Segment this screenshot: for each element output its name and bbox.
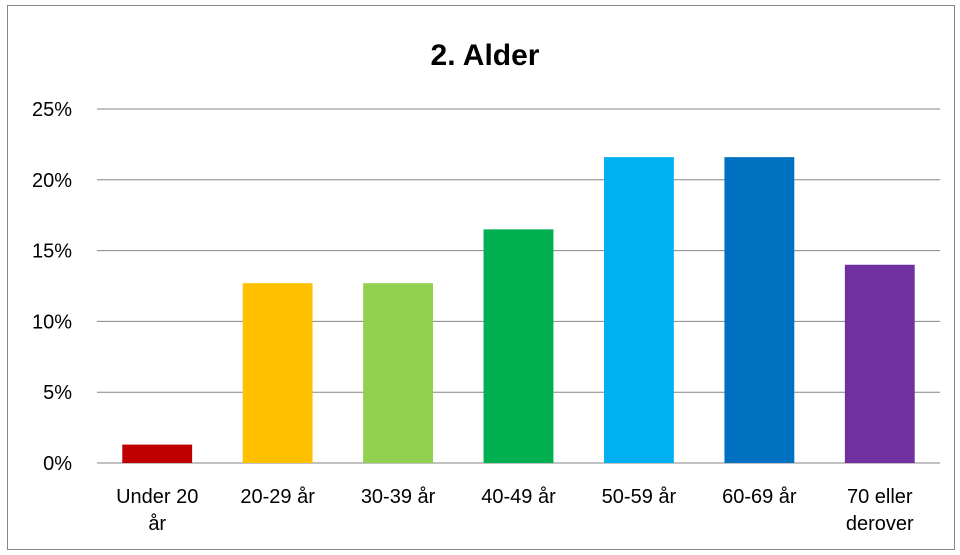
x-tick-label: 30-39 år (361, 486, 436, 508)
x-axis-labels: Under 20 år 20-29 år 30-39 år 40-49 år 50-59 … (116, 486, 914, 535)
bar (363, 283, 433, 463)
y-tick-label: 20% (32, 170, 72, 192)
y-tick-label: 0% (43, 453, 72, 475)
chart-title: 2. Alder (431, 39, 540, 72)
bar (242, 283, 313, 463)
x-tick-label: 70 eller derover (846, 486, 914, 535)
bar (724, 157, 795, 464)
y-tick-label: 25% (32, 99, 72, 121)
bar (604, 157, 674, 464)
y-tick-label: 10% (32, 311, 72, 333)
x-tick-label: 40-49 år (481, 486, 556, 508)
y-tick-label: 5% (43, 382, 72, 404)
x-tick-label: 20-29 år (240, 486, 315, 508)
bar (844, 264, 915, 463)
bars (122, 157, 915, 464)
y-tick-label: 15% (32, 241, 72, 263)
y-axis-labels: 0% 5% 10% 15% 20% 25% (32, 99, 72, 475)
x-tick-label: 50-59 år (602, 486, 677, 508)
x-tick-label: Under 20 år (116, 486, 198, 535)
bar (122, 444, 193, 463)
gridlines (97, 108, 940, 464)
x-tick-label: 60-69 år (722, 486, 797, 508)
bar (483, 229, 554, 463)
